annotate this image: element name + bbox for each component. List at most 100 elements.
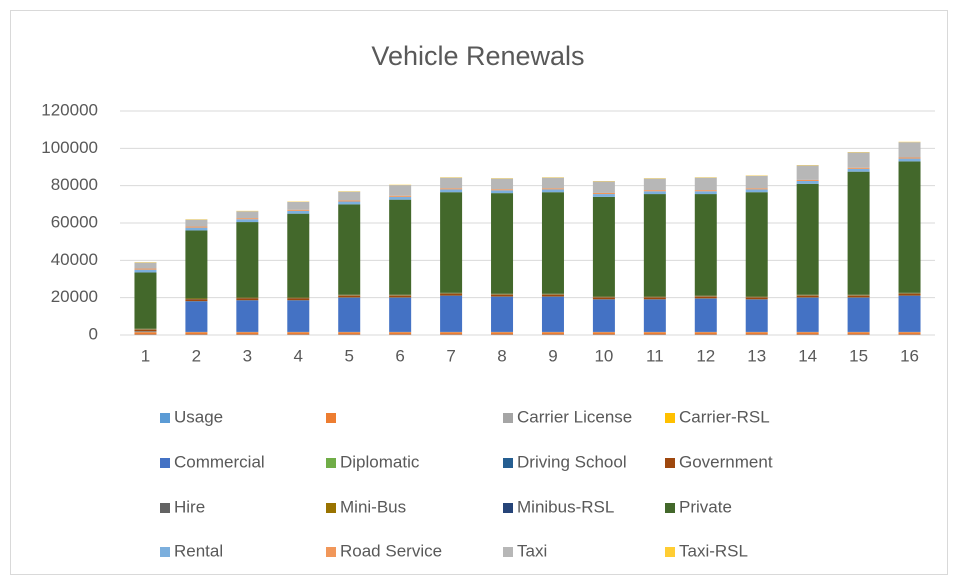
x-tick-label: 7 [446, 346, 455, 365]
bar-segment [542, 294, 564, 295]
bar-segment [593, 194, 615, 197]
bar-segment [287, 210, 309, 211]
legend-swatch [503, 413, 513, 423]
bar-segment [848, 172, 870, 295]
bar-segment [236, 332, 258, 334]
legend-label: Carrier License [517, 407, 632, 426]
bar-segment [185, 220, 207, 227]
legend-label: Rental [174, 541, 223, 560]
legend-label: Taxi [517, 541, 547, 560]
bar-segment [746, 189, 768, 192]
legend-label: Usage [174, 407, 223, 426]
legend-label: Private [679, 497, 732, 516]
bar-segment [185, 227, 207, 228]
bar-segment [695, 297, 717, 299]
bar-segment [695, 191, 717, 194]
bar-segment [695, 299, 717, 332]
bar-segment [440, 293, 462, 294]
bar-segment [899, 296, 921, 332]
bar-segment [134, 263, 156, 269]
bar-segment [491, 295, 513, 297]
legend-swatch [160, 503, 170, 513]
bar-segment [236, 299, 258, 301]
bar-segment [644, 298, 666, 300]
x-tick-label: 14 [798, 346, 817, 365]
bar-segment [644, 300, 666, 332]
bar-segment [338, 204, 360, 294]
bar-segment [746, 192, 768, 296]
bar-segment [389, 332, 411, 334]
bar-segment [746, 176, 768, 189]
legend-label: Minibus-RSL [517, 497, 614, 516]
bar-segment [338, 298, 360, 332]
x-tick-label: 15 [849, 346, 868, 365]
bar-segment [644, 297, 666, 298]
bar-segment [644, 191, 666, 194]
bar-segment [287, 211, 309, 214]
bar-segment [899, 142, 921, 157]
bar-segment [389, 197, 411, 200]
legend-swatch [665, 547, 675, 557]
x-tick-label: 4 [294, 346, 303, 365]
bar-segment [134, 269, 156, 270]
bar-segment [848, 169, 870, 172]
legend-swatch [503, 547, 513, 557]
bar-segment [542, 188, 564, 189]
y-tick-label: 60000 [51, 212, 98, 231]
bar-segment [899, 294, 921, 296]
y-tick-label: 100000 [41, 138, 98, 157]
bar-segment [593, 193, 615, 194]
bar-segment [338, 332, 360, 334]
bar-segment [797, 298, 819, 332]
bar-segment [746, 297, 768, 298]
bar-segment [287, 299, 309, 301]
x-tick-label: 11 [646, 346, 664, 365]
bar-segment [389, 296, 411, 298]
bar-segment [542, 332, 564, 334]
bar-segment [134, 270, 156, 273]
legend-label: Road Service [340, 541, 442, 560]
legend-swatch [665, 458, 675, 468]
bar-segment [236, 222, 258, 297]
bar-segment [644, 194, 666, 296]
bar-segment [542, 192, 564, 294]
bar-segment [491, 179, 513, 190]
bar-segment [797, 296, 819, 298]
legend-swatch [503, 458, 513, 468]
x-tick-label: 8 [497, 346, 506, 365]
bar-segment [746, 298, 768, 300]
chart-title: Vehicle Renewals [371, 41, 584, 71]
bar-segment [236, 211, 258, 218]
bar-segment [440, 188, 462, 189]
legend-swatch [160, 458, 170, 468]
x-tick-label: 3 [243, 346, 252, 365]
bar-segment [695, 332, 717, 334]
bar-segment [491, 332, 513, 334]
bar-segment [848, 168, 870, 169]
bar-segment [491, 190, 513, 193]
bar-segment [338, 296, 360, 298]
bar-segment [542, 295, 564, 297]
x-tick-label: 2 [192, 346, 201, 365]
bar-segment [695, 296, 717, 297]
bar-segment [899, 157, 921, 158]
legend-label: Government [679, 452, 773, 471]
legend-swatch [503, 503, 513, 513]
x-tick-label: 10 [594, 346, 613, 365]
bar-segment [797, 184, 819, 295]
bar-segment [797, 181, 819, 184]
legend-label: Hire [174, 497, 205, 516]
y-tick-label: 120000 [41, 100, 98, 119]
bar-segment [287, 214, 309, 298]
bar-segment [389, 185, 411, 196]
bar-segment [338, 192, 360, 201]
bar-segment [593, 181, 615, 193]
legend-swatch [160, 413, 170, 423]
bar-segment [134, 332, 156, 334]
x-tick-label: 13 [747, 346, 766, 365]
bar-segment [389, 200, 411, 295]
y-tick-label: 0 [89, 324, 98, 343]
bar-segment [644, 179, 666, 191]
bar-segment [491, 297, 513, 332]
